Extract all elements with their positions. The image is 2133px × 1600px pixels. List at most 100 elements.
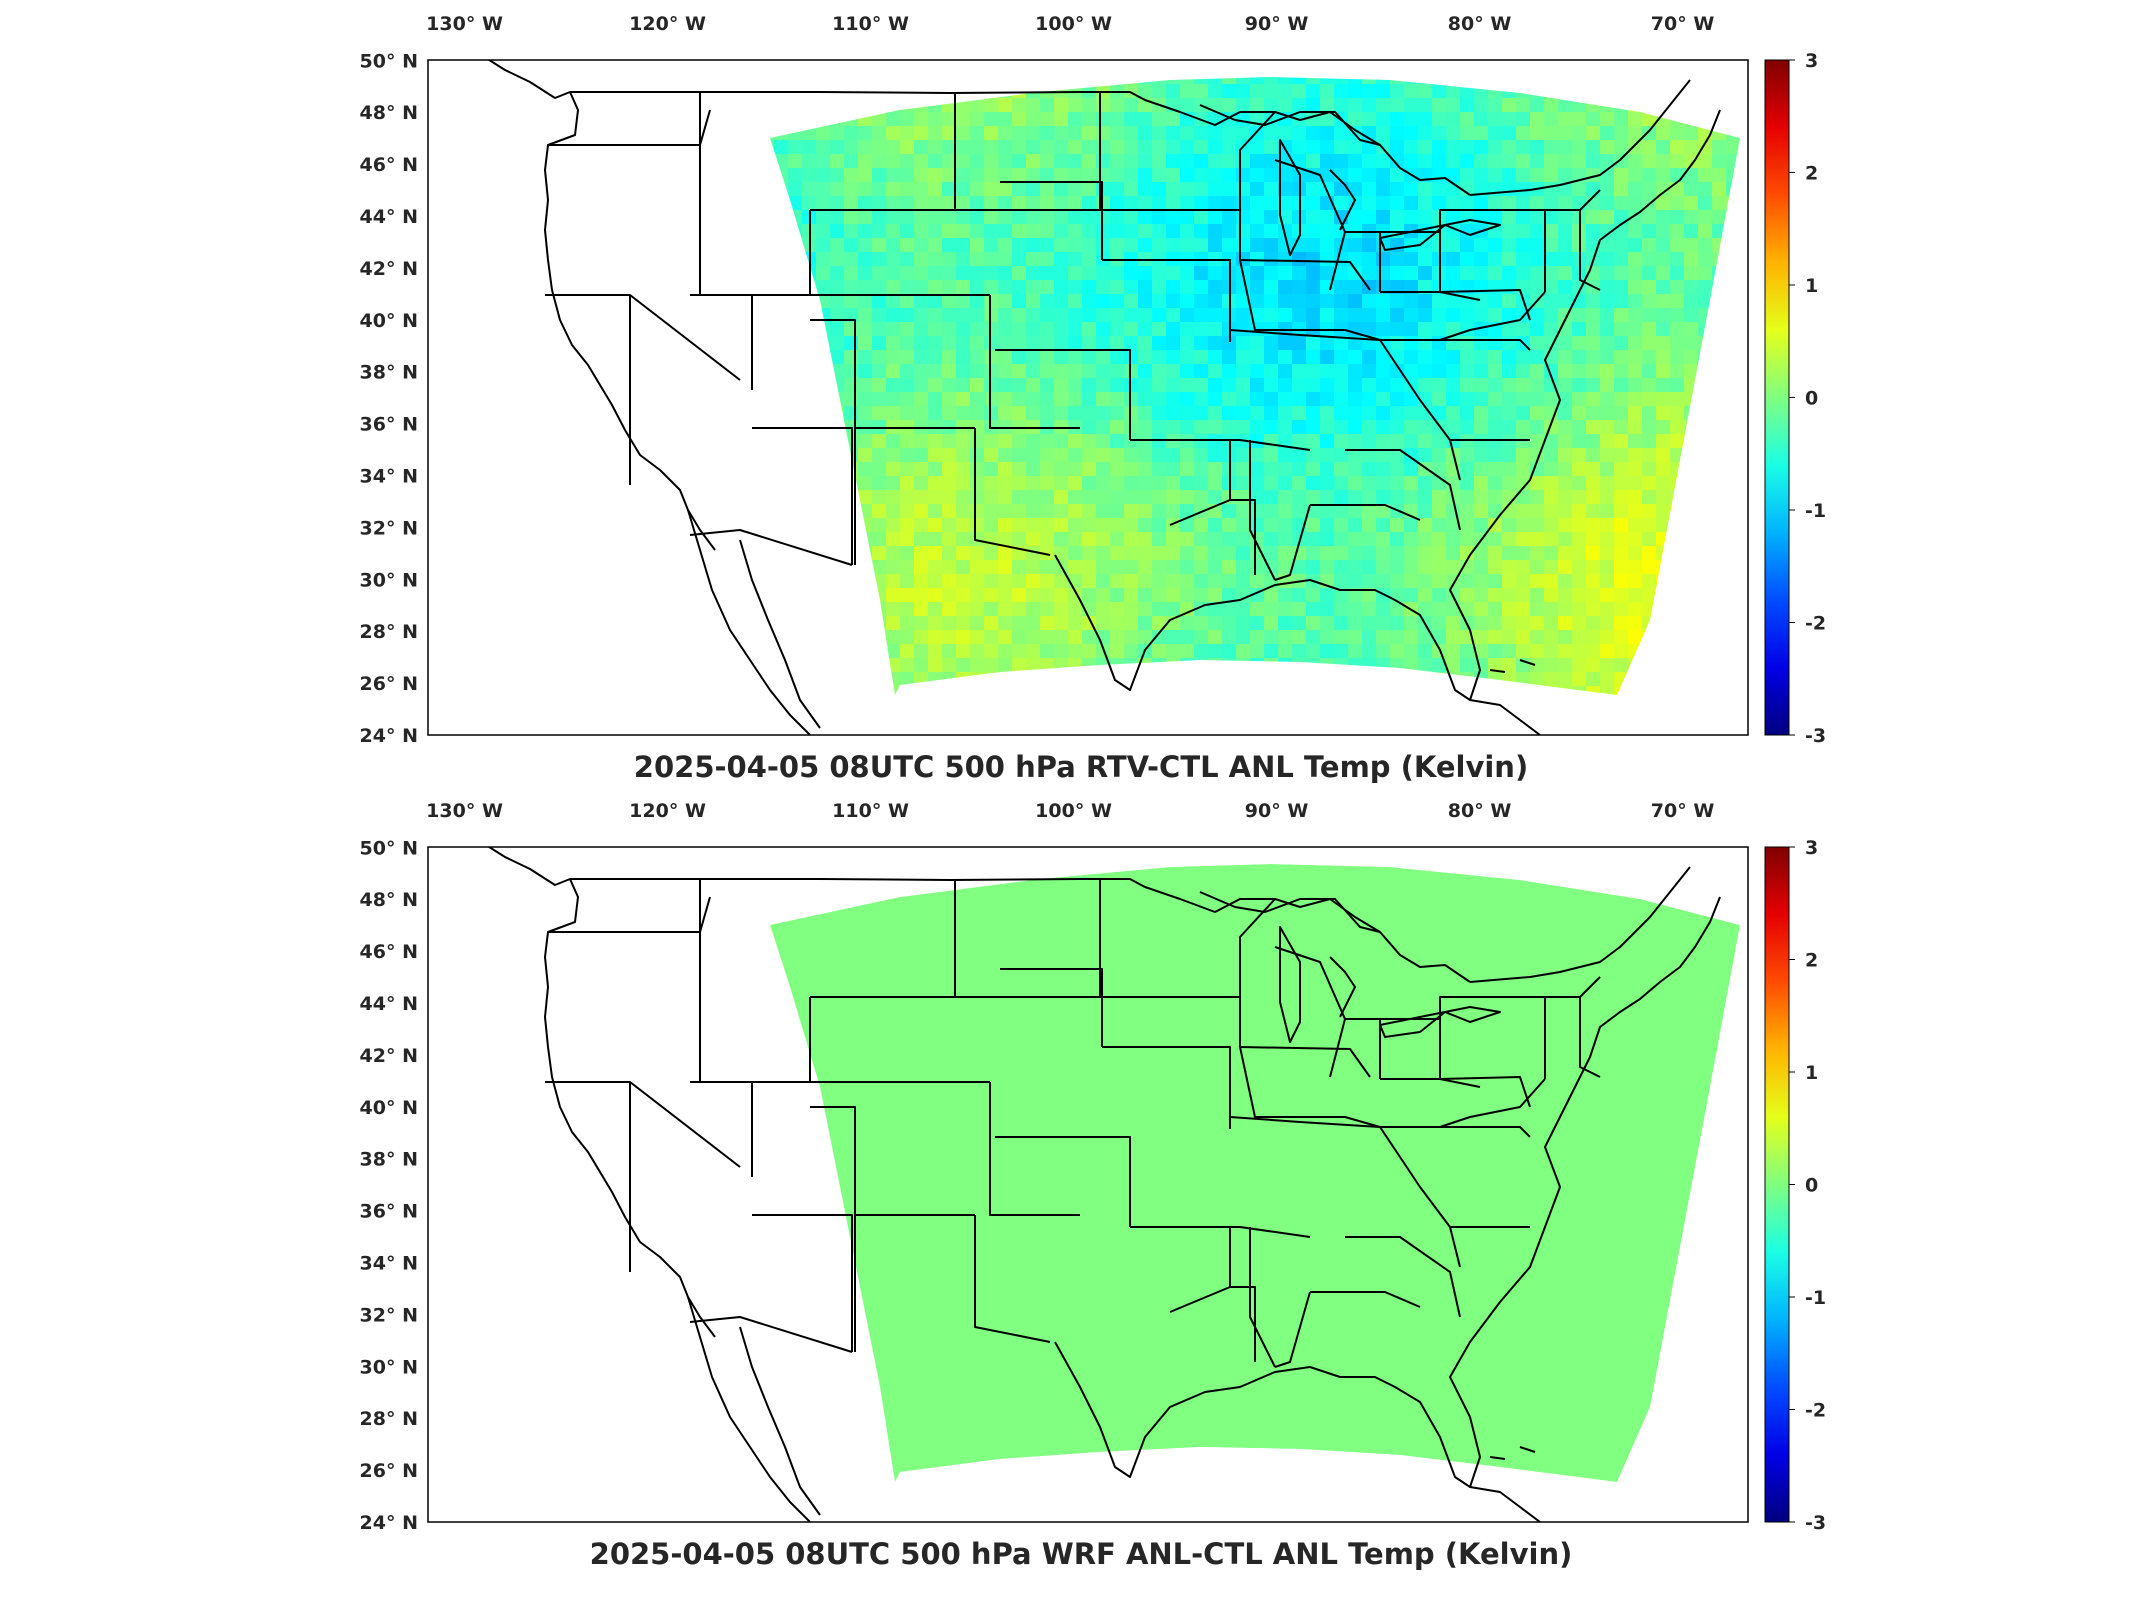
field-cell [1264, 644, 1279, 659]
field-cell [1376, 126, 1391, 141]
field-cell [1376, 154, 1391, 169]
field-cell [1250, 238, 1265, 253]
field-cell [1334, 574, 1349, 589]
field-cell [1222, 546, 1237, 561]
field-cell [1698, 252, 1713, 267]
field-cell [1194, 644, 1209, 659]
field-cell [1614, 126, 1629, 141]
field-cell [1614, 308, 1629, 323]
field-cell [1362, 434, 1377, 449]
field-cell [1222, 518, 1237, 533]
field-cell [1222, 182, 1237, 197]
field-cell [1376, 350, 1391, 365]
field-cell [1670, 364, 1685, 379]
field-cell [1404, 448, 1419, 463]
field-cell [1432, 630, 1447, 645]
field-cell [1320, 378, 1335, 393]
field-cell [1082, 406, 1097, 421]
field-cell [1446, 658, 1461, 673]
field-cell [1306, 434, 1321, 449]
field-cell [1572, 154, 1587, 169]
field-cell [1446, 168, 1461, 183]
field-cell [984, 196, 999, 211]
border-line [1102, 259, 1231, 342]
field-cell [1306, 462, 1321, 477]
field-cell [1264, 630, 1279, 645]
field-cell [1488, 168, 1503, 183]
field-cell [956, 280, 971, 295]
lat-tick-label: 26° N [360, 673, 418, 695]
field-cell [1250, 476, 1265, 491]
field-cell [1544, 546, 1559, 561]
field-cell [1208, 476, 1223, 491]
field-cell [844, 322, 859, 337]
field-cell [1166, 266, 1181, 281]
field-cell [1474, 546, 1489, 561]
field-cell [1544, 112, 1559, 127]
field-cell [872, 294, 887, 309]
field-cell [1068, 434, 1083, 449]
field-cell [1264, 266, 1279, 281]
field-cell [1250, 210, 1265, 225]
field-cell [1572, 658, 1587, 673]
field-cell [1110, 168, 1125, 183]
field-cell [1432, 616, 1447, 631]
field-cell [1376, 434, 1391, 449]
field-cell [1012, 210, 1027, 225]
field-cell [942, 182, 957, 197]
field-cell [886, 336, 901, 351]
field-cell [1306, 392, 1321, 407]
field-cell [1180, 490, 1195, 505]
field-cell [1096, 462, 1111, 477]
lon-tick-label: 100° W [1035, 13, 1112, 35]
field-cell [1558, 602, 1573, 617]
field-cell [1110, 350, 1125, 365]
field-cell [1292, 350, 1307, 365]
field-cell [872, 266, 887, 281]
field-cell [1586, 616, 1601, 631]
field-cell [970, 518, 985, 533]
field-cell [1082, 518, 1097, 533]
field-cell [1152, 182, 1167, 197]
field-cell [1460, 504, 1475, 519]
field-cell [998, 238, 1013, 253]
field-cell [1362, 420, 1377, 435]
field-cell [1404, 84, 1419, 99]
field-cell [816, 140, 831, 155]
field-cell [1684, 252, 1699, 267]
field-cell [1614, 420, 1629, 435]
field-cell [1418, 210, 1433, 225]
field-cell [984, 378, 999, 393]
field-cell [1558, 98, 1573, 113]
field-cell [858, 322, 873, 337]
field-cell [1600, 602, 1615, 617]
field-cell [970, 546, 985, 561]
field-cell [998, 546, 1013, 561]
field-cell [1586, 112, 1601, 127]
field-cell [900, 364, 915, 379]
field-cell [1264, 546, 1279, 561]
field-cell [1264, 392, 1279, 407]
field-cell [1026, 350, 1041, 365]
field-cell [970, 98, 985, 113]
field-cell [1180, 224, 1195, 239]
border-line [1380, 1126, 1531, 1138]
field-cell [1138, 476, 1153, 491]
border-line [1439, 209, 1546, 292]
field-cell [1040, 280, 1055, 295]
field-cell [858, 266, 873, 281]
field-cell [1600, 210, 1615, 225]
field-cell [1670, 252, 1685, 267]
field-cell [1334, 406, 1349, 421]
field-cell [914, 140, 929, 155]
field-cell [1348, 602, 1363, 617]
field-cell [1684, 196, 1699, 211]
field-cell [1236, 210, 1251, 225]
field-cell [1082, 308, 1097, 323]
field-cell [1278, 588, 1293, 603]
field-cell [1236, 378, 1251, 393]
field-cell [1530, 420, 1545, 435]
field-cell [1320, 420, 1335, 435]
field-cell [1432, 574, 1447, 589]
lat-tick-label: 26° N [360, 1460, 418, 1482]
